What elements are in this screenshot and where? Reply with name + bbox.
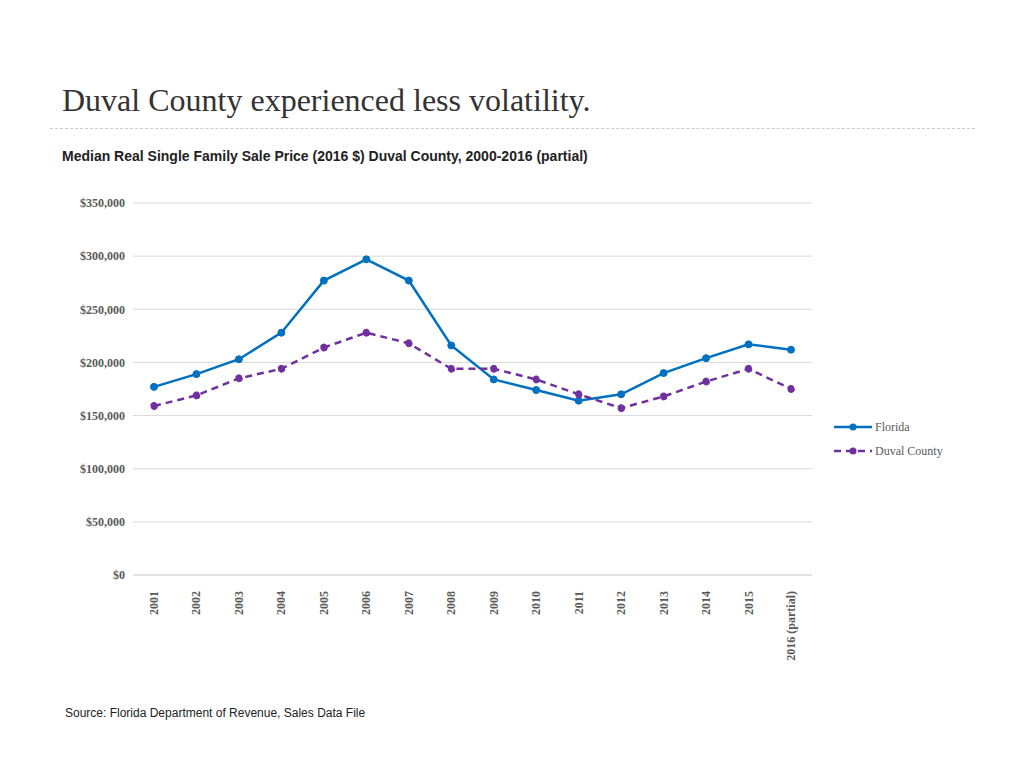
svg-text:$200,000: $200,000 (80, 356, 125, 370)
svg-text:2005: 2005 (317, 591, 331, 615)
svg-text:$250,000: $250,000 (80, 303, 125, 317)
html-text:Median Real Single Family Sale: Median Real Single Family Sale Price (20… (62, 148, 588, 164)
svg-text:2002: 2002 (189, 591, 203, 615)
svg-text:$350,000: $350,000 (80, 196, 125, 210)
html-text:Duval County: Duval County (875, 443, 943, 458)
svg-text:2010: 2010 (529, 591, 543, 615)
svg-text:2015: 2015 (742, 591, 756, 615)
html-text:Source: Florida Department of: Source: Florida Department of Revenue, S… (65, 706, 366, 720)
svg-text:$50,000: $50,000 (86, 515, 125, 529)
html-text:Florida: Florida (875, 419, 910, 434)
svg-text:2004: 2004 (274, 591, 288, 615)
svg-text:2016 (partial): 2016 (partial) (784, 591, 798, 661)
svg-text:2012: 2012 (614, 591, 628, 615)
html-text:Duval County experienced less: Duval County experienced less volatility… (62, 82, 591, 118)
svg-text:2001: 2001 (147, 591, 161, 615)
svg-text:$0: $0 (113, 568, 125, 582)
svg-text:2011: 2011 (572, 591, 586, 614)
svg-text:2006: 2006 (359, 591, 373, 615)
svg-text:2009: 2009 (487, 591, 501, 615)
svg-text:2008: 2008 (444, 591, 458, 615)
svg-text:2013: 2013 (657, 591, 671, 615)
svg-text:$150,000: $150,000 (80, 409, 125, 423)
svg-text:2014: 2014 (699, 591, 713, 615)
svg-text:$300,000: $300,000 (80, 249, 125, 263)
svg-text:2003: 2003 (232, 591, 246, 615)
svg-text:2007: 2007 (402, 591, 416, 615)
svg-text:$100,000: $100,000 (80, 462, 125, 476)
